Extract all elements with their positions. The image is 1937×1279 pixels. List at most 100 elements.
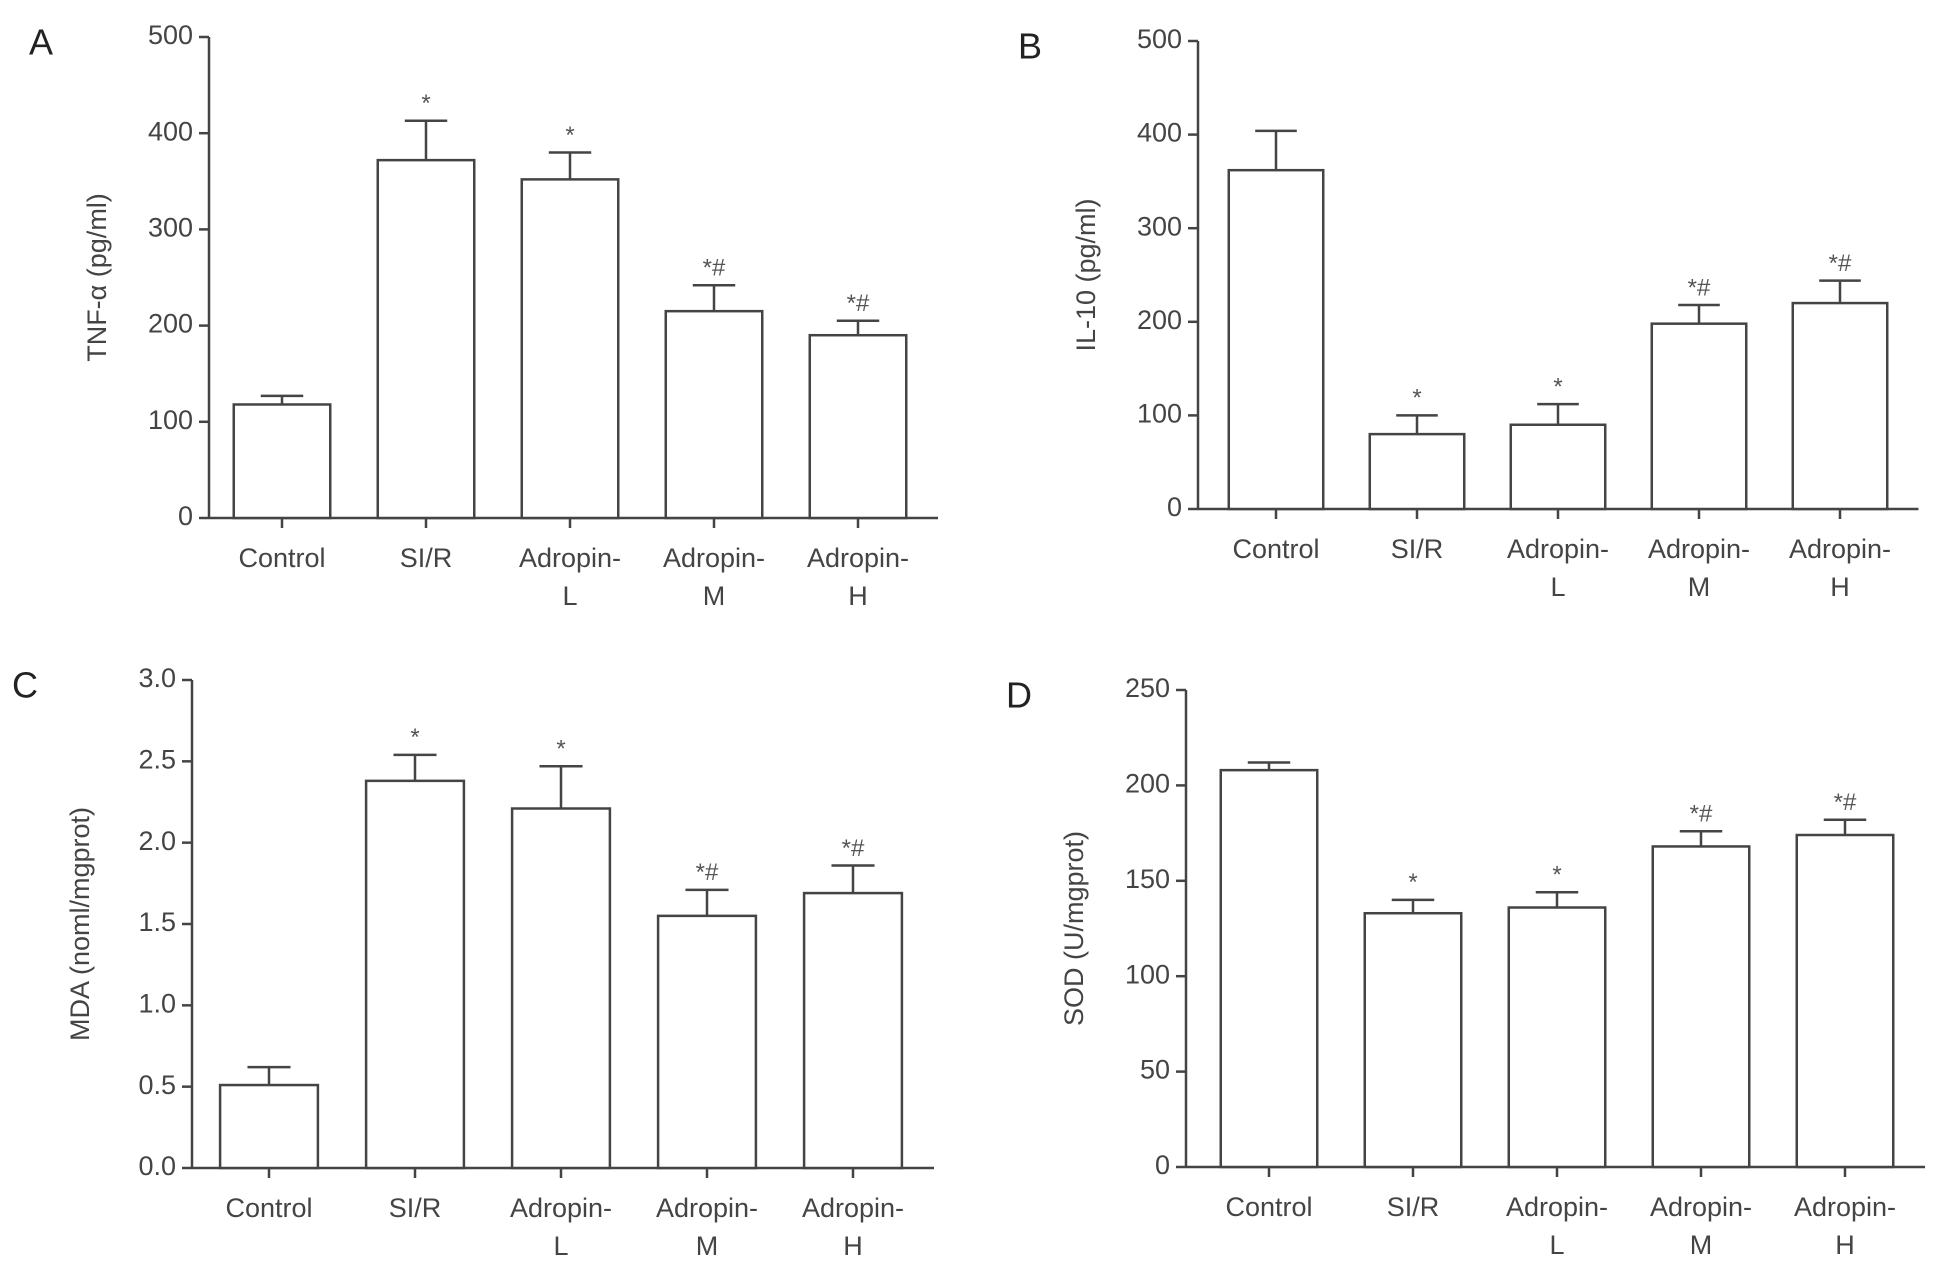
significance-label: *# [696, 859, 719, 886]
bar [376, 158, 476, 520]
significance-label: *# [1829, 250, 1852, 277]
x-tick-label: M [1690, 1230, 1713, 1260]
bar [1650, 322, 1748, 511]
y-tick-label: 200 [148, 309, 193, 339]
significance-label: * [1552, 862, 1561, 889]
bar [1363, 911, 1463, 1169]
significance-label: * [1412, 385, 1421, 412]
y-tick-label: 150 [1125, 864, 1170, 894]
y-tick-label: 200 [1137, 305, 1182, 335]
y-tick-label: 0 [1155, 1150, 1170, 1180]
x-tick-label: Adropin- [1506, 1192, 1608, 1222]
y-tick-label: 300 [148, 213, 193, 243]
bar [1507, 906, 1607, 1169]
bar [1651, 845, 1751, 1169]
y-tick-label: 300 [1137, 211, 1182, 241]
bar [656, 914, 758, 1170]
x-tick-label: M [696, 1231, 719, 1261]
y-tick-label: 0 [1167, 492, 1182, 522]
x-tick-label: Adropin- [802, 1193, 904, 1223]
y-axis-label: TNF-α (pg/ml) [82, 193, 112, 362]
y-tick-label: 1.0 [138, 988, 176, 1018]
bar [1227, 168, 1325, 511]
x-tick-label: H [848, 581, 868, 611]
bar [218, 1083, 320, 1170]
panel: C MDA (noml/mgprot) 0.0 0.5 1.0 1.5 2.0 2.5 3.0 C… [12, 663, 934, 1261]
y-tick-label: 100 [1125, 959, 1170, 989]
bar [1791, 301, 1889, 511]
bar [364, 779, 466, 1170]
x-tick-label: M [1688, 572, 1711, 602]
y-axis-label: SOD (U/mgprot) [1059, 831, 1089, 1026]
significance-label: *# [1834, 789, 1857, 816]
y-tick-label: 2.0 [138, 826, 176, 856]
significance-label: * [556, 736, 565, 763]
y-tick-label: 50 [1140, 1055, 1170, 1085]
bar [808, 333, 908, 520]
x-tick-label: Adropin- [1789, 534, 1891, 564]
panel: A TNF-α (pg/ml) 0 100 200 300 400 500 Control * SI… [29, 20, 938, 611]
y-axis-label: MDA (noml/mgprot) [65, 807, 95, 1041]
x-tick-label: Adropin- [656, 1193, 758, 1223]
x-tick-label: Control [1232, 534, 1319, 564]
y-tick-label: 500 [1137, 24, 1182, 54]
panel-letter: D [1006, 675, 1032, 716]
y-tick-label: 3.0 [138, 663, 176, 693]
significance-label: * [1408, 869, 1417, 896]
y-tick-label: 0 [178, 501, 193, 531]
x-tick-label: Control [225, 1193, 312, 1223]
y-tick-label: 2.5 [138, 744, 176, 774]
y-tick-label: 400 [1137, 118, 1182, 148]
x-tick-label: SI/R [400, 543, 453, 573]
panel-letter: B [1018, 26, 1042, 67]
bar [1795, 833, 1895, 1169]
x-tick-label: L [562, 581, 577, 611]
x-tick-label: Adropin- [807, 543, 909, 573]
significance-label: *# [847, 290, 870, 317]
y-tick-label: 0.0 [138, 1151, 176, 1181]
y-tick-label: 100 [148, 405, 193, 435]
significance-label: *# [1690, 801, 1713, 828]
x-tick-label: L [1549, 1230, 1564, 1260]
bar [520, 178, 620, 520]
x-tick-label: Adropin- [519, 543, 621, 573]
significance-label: * [410, 724, 419, 751]
bar [510, 807, 612, 1170]
bar [664, 309, 764, 520]
significance-label: *# [1688, 274, 1711, 301]
bar [1368, 432, 1466, 511]
y-tick-label: 200 [1125, 769, 1170, 799]
significance-label: *# [703, 255, 726, 282]
y-tick-label: 1.5 [138, 907, 176, 937]
x-tick-label: Adropin- [510, 1193, 612, 1223]
x-tick-label: M [703, 581, 726, 611]
x-tick-label: Adropin- [1507, 534, 1609, 564]
x-tick-label: SI/R [389, 1193, 442, 1223]
bar [232, 403, 332, 520]
panel-letter: A [29, 22, 53, 63]
x-tick-label: L [553, 1231, 568, 1261]
x-tick-label: L [1550, 572, 1565, 602]
y-tick-label: 250 [1125, 673, 1170, 703]
y-axis-label: IL-10 (pg/ml) [1071, 198, 1101, 351]
x-tick-label: Adropin- [663, 543, 765, 573]
x-tick-label: Control [238, 543, 325, 573]
panel: B IL-10 (pg/ml) 0 100 200 300 400 500 Control * SI… [1018, 24, 1919, 602]
y-tick-label: 100 [1137, 399, 1182, 429]
x-tick-label: Control [1225, 1192, 1312, 1222]
x-tick-label: H [1830, 572, 1850, 602]
y-tick-label: 0.5 [138, 1070, 176, 1100]
significance-label: * [1553, 374, 1562, 401]
x-tick-label: SI/R [1387, 1192, 1440, 1222]
x-tick-label: H [843, 1231, 863, 1261]
x-tick-label: Adropin- [1650, 1192, 1752, 1222]
significance-label: * [421, 90, 430, 117]
panel: D SOD (U/mgprot) 0 50 100 150 200 250 Control * SI… [1006, 673, 1925, 1260]
x-tick-label: Adropin- [1794, 1192, 1896, 1222]
x-tick-label: Adropin- [1648, 534, 1750, 564]
bar [1219, 768, 1319, 1169]
y-tick-label: 400 [148, 116, 193, 146]
panel-letter: C [12, 665, 38, 706]
bar [1509, 423, 1607, 511]
